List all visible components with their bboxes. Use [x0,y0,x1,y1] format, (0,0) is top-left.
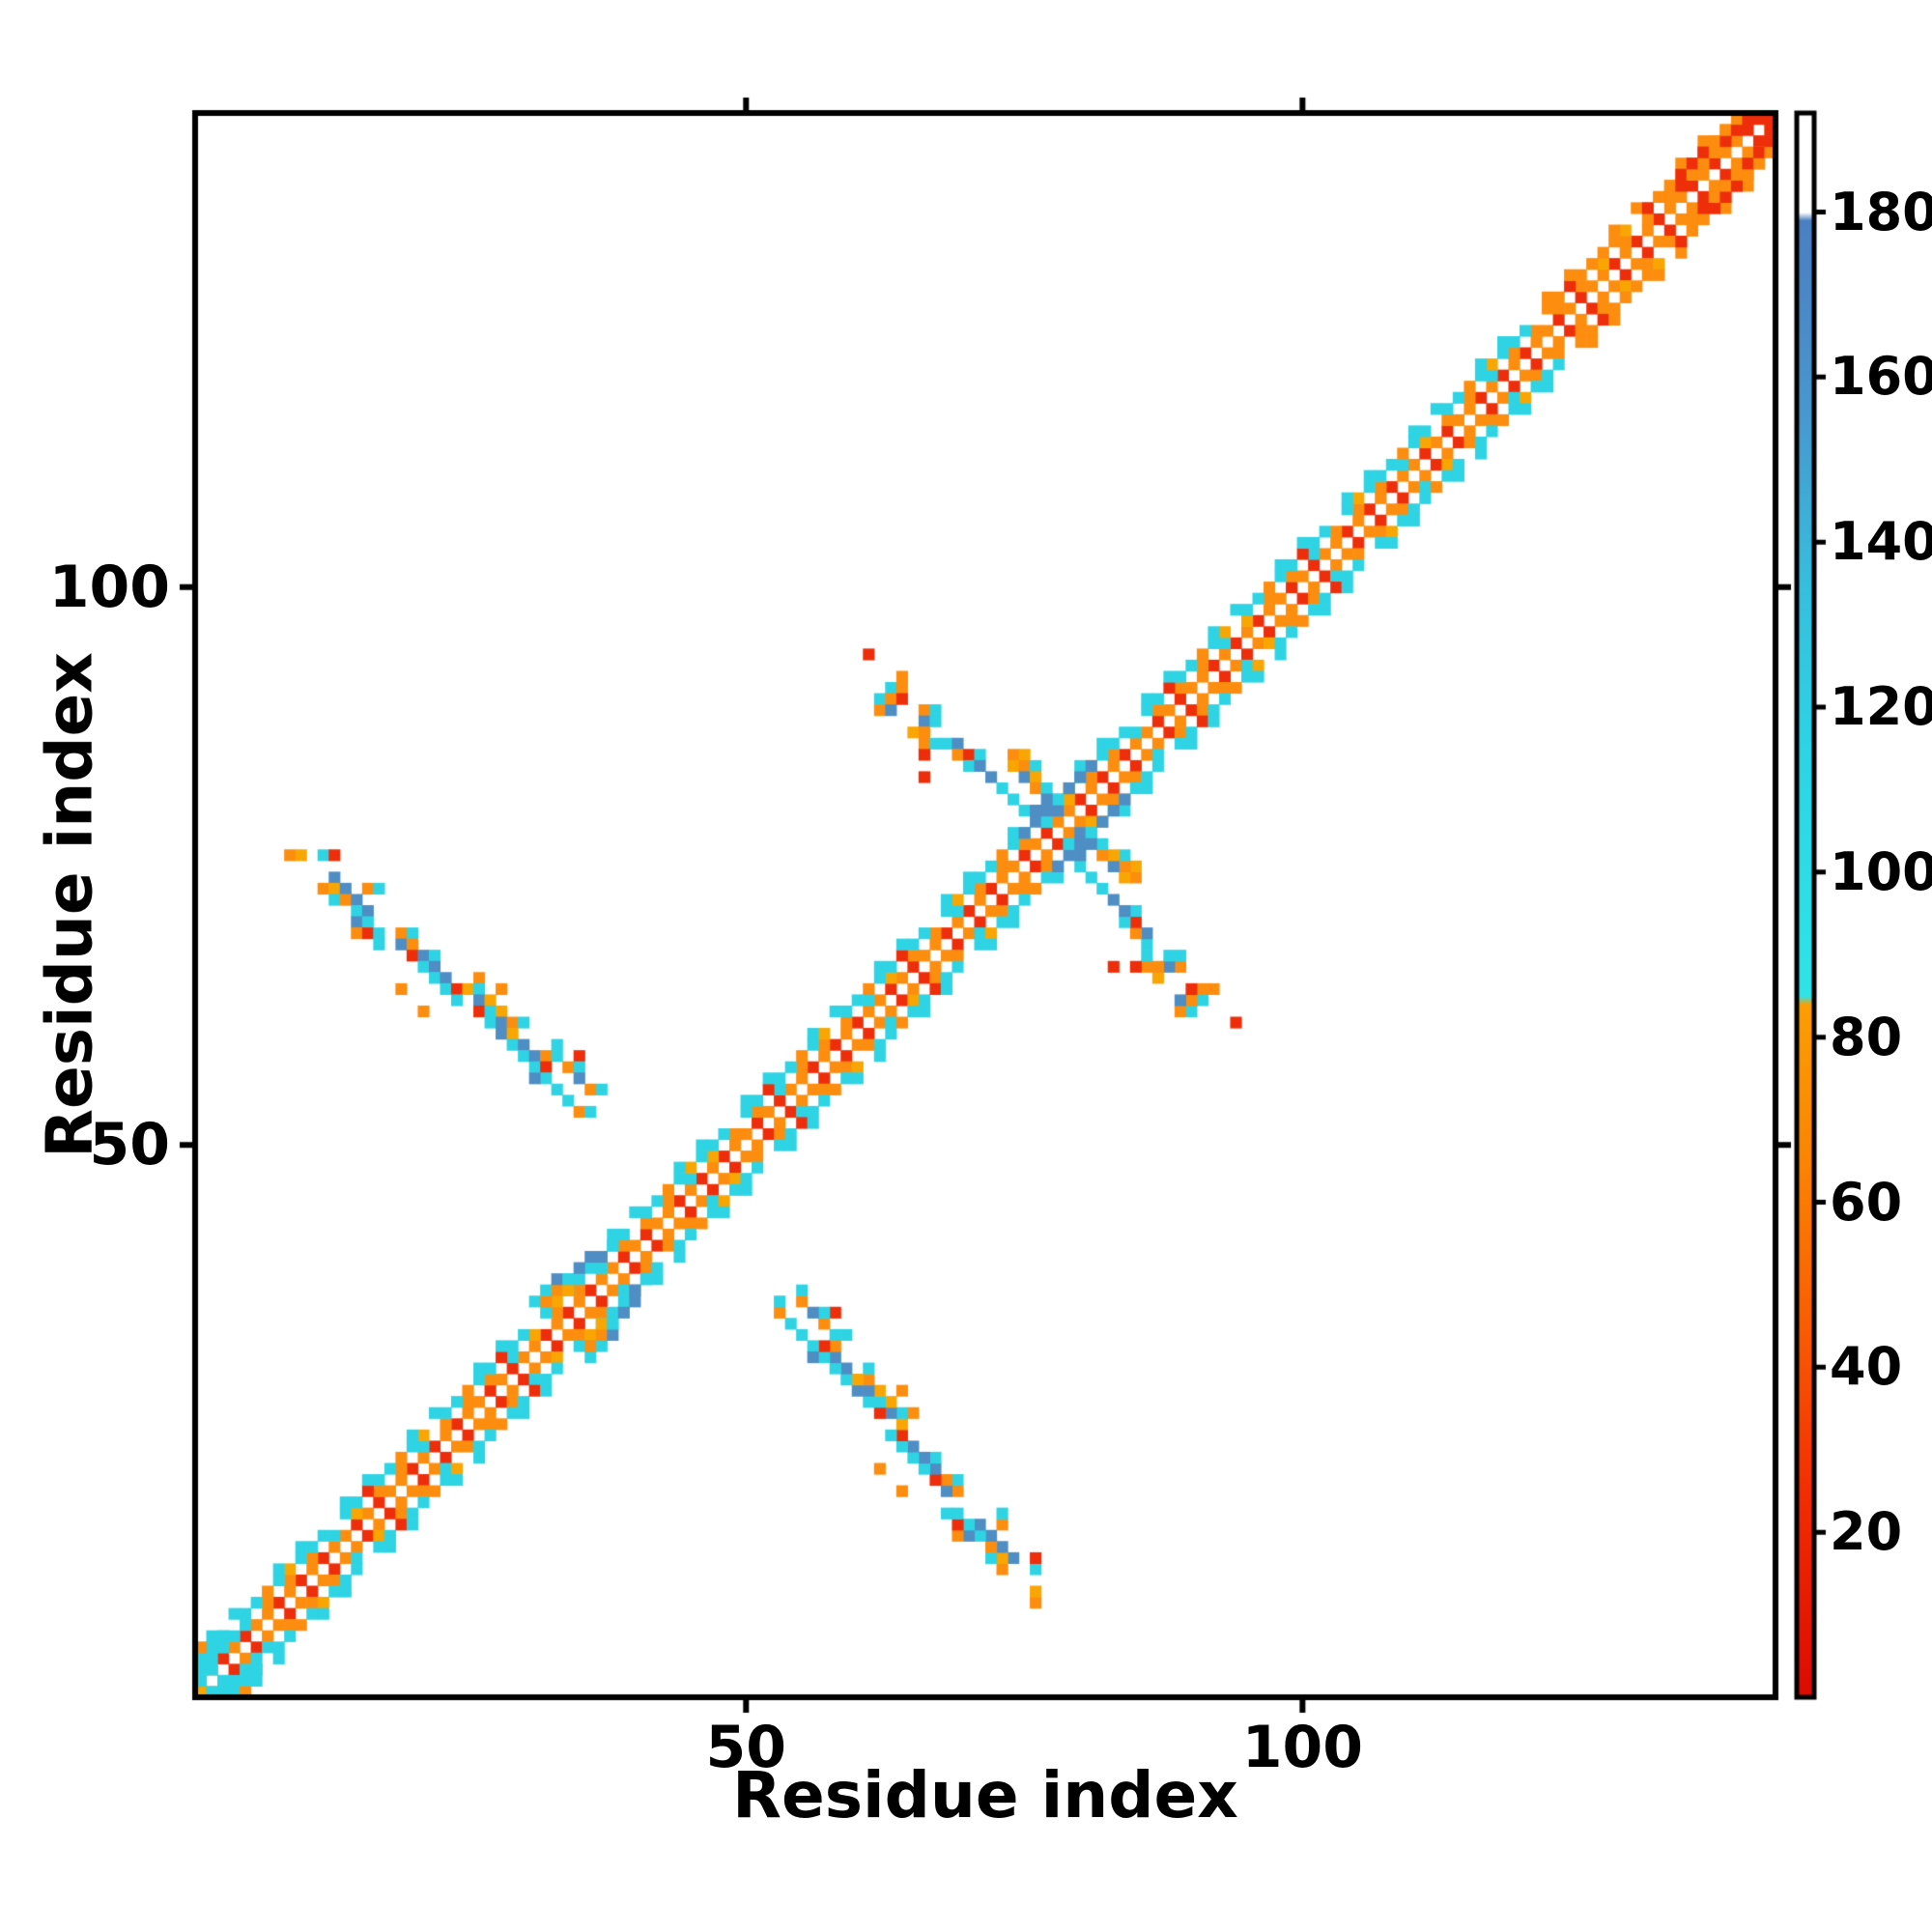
x-tick-label: 50 [705,1714,787,1781]
colorbar-tick-label: 80 [1830,1006,1903,1067]
colorbar-tick-label: 180 [1830,181,1932,242]
colorbar-tick-label: 140 [1830,511,1932,573]
colorbar-tick-label: 120 [1830,676,1932,737]
y-axis-label: Residue index [32,652,107,1158]
colorbar-tick-label: 160 [1830,346,1932,408]
colorbar-tick-label: 60 [1830,1171,1903,1233]
x-axis-label: Residue index [732,1758,1238,1833]
y-tick-label: 50 [89,1111,171,1179]
colorbar-tick-label: 40 [1830,1336,1903,1398]
colorbar-tick-label: 20 [1830,1501,1903,1563]
x-tick-label: 100 [1241,1714,1363,1781]
colorbar-tick-label: 100 [1830,840,1932,902]
y-tick-label: 100 [48,553,170,621]
